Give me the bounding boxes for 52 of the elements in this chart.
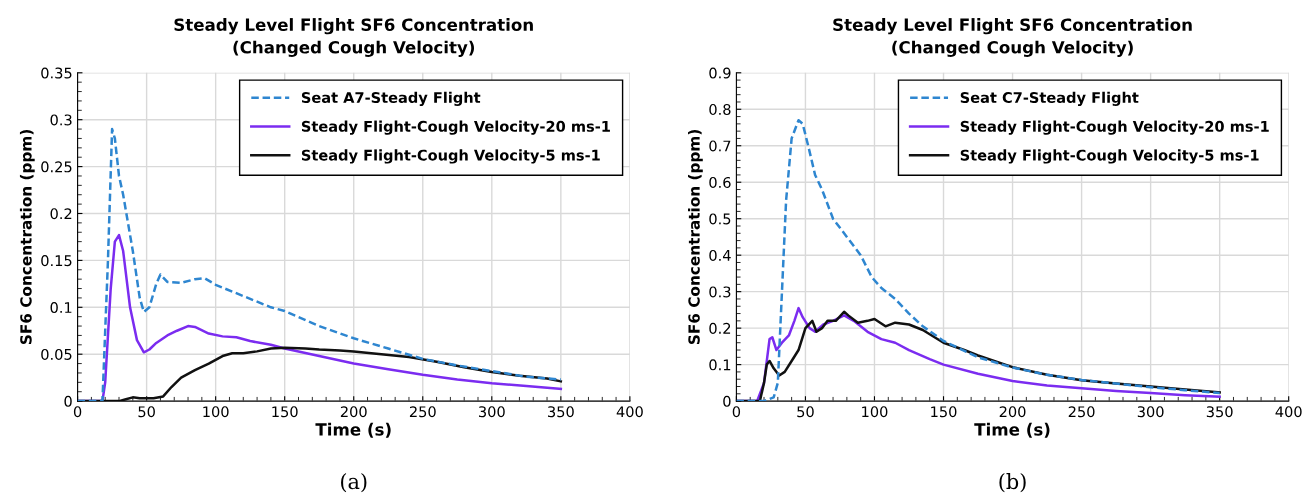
legend-label: Seat C7-Steady Flight: [960, 91, 1139, 106]
y-tick-label: 0.1: [50, 302, 72, 314]
legend-label: Steady Flight-Cough Velocity-20 ms-1: [301, 120, 610, 135]
y-tick-label: 0.3: [709, 286, 731, 298]
chart-subtitle: (Changed Cough Velocity): [233, 40, 475, 57]
text: (a): [341, 473, 367, 493]
x-axis-title: Time (s): [974, 422, 1050, 438]
legend-label: Steady Flight-Cough Velocity-20 ms-1: [960, 120, 1269, 135]
legend-label: Steady Flight-Cough Velocity-5 ms-1: [301, 149, 600, 164]
x-tick-label: 300: [479, 406, 505, 418]
y-tick-label: 0.05: [41, 348, 72, 360]
y-tick-label: 0: [64, 395, 72, 407]
y-tick-label: 0.1: [709, 359, 731, 371]
y-axis-title: SF6 Concentration (ppm): [19, 130, 35, 345]
chart-subtitle: (Changed Cough Velocity): [892, 40, 1133, 57]
y-tick-label: 0.15: [41, 255, 72, 267]
chart-title: Steady Level Flight SF6 Concentration: [833, 18, 1192, 35]
y-axis-title: SF6 Concentration (ppm): [688, 130, 703, 345]
legend-label: Seat A7-Steady Flight: [301, 91, 481, 106]
y-tick-label: 0.4: [709, 249, 731, 261]
x-axis-title: Time (s): [315, 422, 391, 438]
y-tick-label: 0.2: [709, 322, 731, 334]
legend-label: Steady Flight-Cough Velocity-5 ms-1: [960, 149, 1259, 164]
y-tick-label: 0.35: [41, 67, 72, 79]
x-tick-label: 0: [732, 406, 741, 418]
y-tick-label: 0: [723, 395, 731, 407]
x-tick-label: 150: [931, 406, 957, 418]
y-tick-label: 0.3: [50, 114, 72, 126]
x-tick-label: 50: [138, 406, 155, 418]
y-tick-label: 0.25: [41, 161, 72, 173]
x-tick-label: 400: [1275, 406, 1302, 418]
x-tick-label: 250: [409, 406, 436, 418]
x-tick-label: 100: [862, 406, 888, 418]
x-tick-label: 100: [203, 406, 229, 418]
chart-title: Steady Level Flight SF6 Concentration: [174, 18, 533, 35]
x-tick-label: 200: [999, 406, 1026, 418]
x-tick-label: 50: [797, 406, 814, 418]
x-tick-label: 350: [1206, 406, 1233, 418]
y-tick-label: 0.6: [709, 176, 731, 188]
y-tick-label: 0.9: [709, 67, 731, 79]
y-tick-label: 0.8: [709, 103, 731, 116]
x-tick-label: 350: [548, 406, 574, 418]
x-tick-label: 400: [616, 406, 643, 418]
x-tick-label: 250: [1068, 406, 1095, 418]
x-tick-label: 0: [73, 406, 82, 418]
y-tick-label: 0.2: [50, 208, 72, 220]
text: (b): [999, 473, 1026, 493]
y-tick-label: 0.7: [709, 140, 731, 152]
x-tick-label: 150: [272, 406, 298, 418]
y-tick-label: 0.5: [709, 213, 731, 225]
x-tick-label: 200: [340, 406, 367, 418]
x-tick-label: 300: [1137, 406, 1164, 418]
